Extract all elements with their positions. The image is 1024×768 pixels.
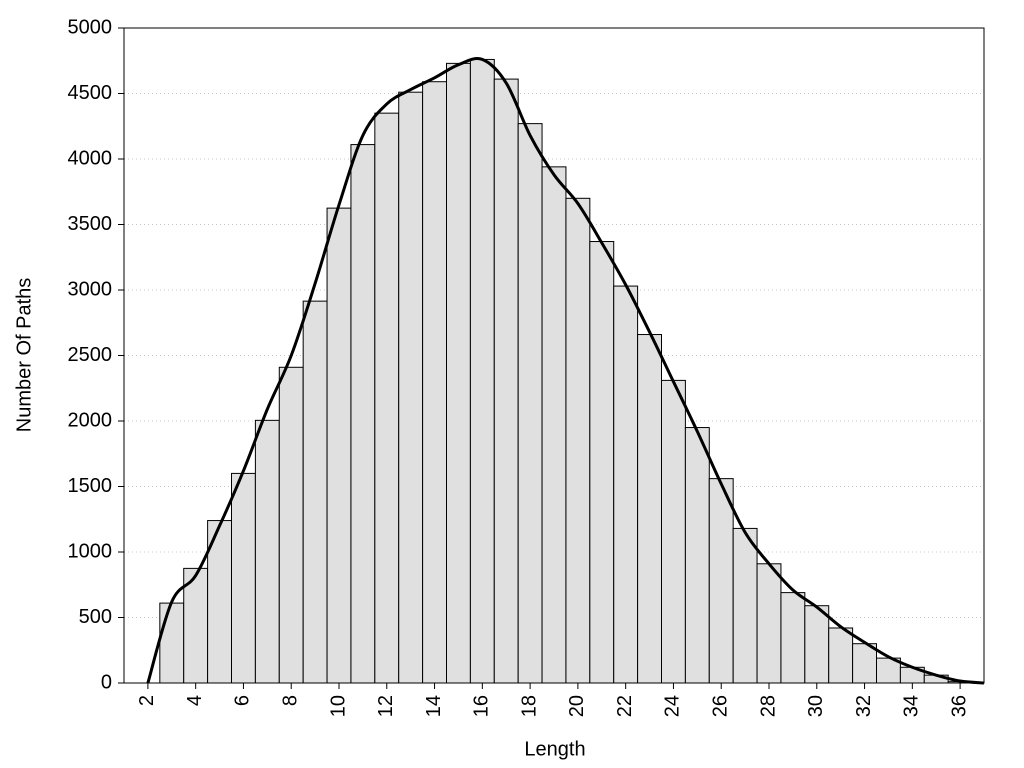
x-tick-label: 30: [805, 695, 827, 717]
bar: [493, 78, 519, 684]
bar: [661, 379, 686, 684]
y-tick-label: 3000: [68, 278, 113, 300]
bar: [804, 605, 830, 684]
x-tick-label: 24: [662, 695, 684, 717]
bar: [350, 144, 376, 684]
bar: [254, 419, 280, 684]
bar: [684, 427, 710, 684]
x-tick-label: 12: [375, 695, 397, 717]
x-tick-label: 2: [136, 695, 158, 706]
bar: [398, 91, 424, 684]
y-tick-label: 5000: [68, 16, 113, 38]
bar: [708, 478, 734, 684]
bar: [637, 334, 662, 684]
bar: [231, 472, 256, 684]
bar: [828, 627, 854, 684]
x-tick-label: 6: [232, 695, 254, 706]
bar: [446, 62, 471, 684]
density-curve: [146, 57, 985, 685]
bar: [541, 166, 567, 684]
bar: [302, 300, 328, 684]
x-tick-label: 10: [327, 695, 349, 717]
x-tick-label: 16: [471, 695, 493, 717]
y-tick-label: 1000: [68, 540, 113, 562]
y-axis-label: Number Of Paths: [13, 278, 35, 433]
y-tick-label: 1500: [68, 475, 113, 497]
bar: [780, 592, 806, 684]
bar: [756, 563, 782, 684]
y-tick-label: 2500: [68, 344, 113, 366]
x-tick-label: 36: [948, 695, 970, 717]
bar: [326, 207, 352, 684]
x-tick-label: 28: [757, 695, 779, 717]
bar: [374, 112, 400, 684]
x-tick-label: 8: [280, 695, 302, 706]
bar: [565, 197, 591, 684]
y-tick-label: 2000: [68, 409, 113, 431]
x-axis-label: Length: [524, 738, 585, 760]
x-tick-label: 18: [518, 695, 540, 717]
bar: [613, 285, 639, 684]
bar: [278, 366, 304, 684]
x-tick-label: 4: [184, 695, 206, 706]
bar: [517, 123, 543, 684]
y-tick-label: 0: [101, 671, 112, 693]
plot-frame: [123, 27, 985, 684]
bar: [159, 602, 185, 684]
bar: [469, 58, 495, 684]
bar: [732, 527, 758, 684]
x-tick-label: 32: [853, 695, 875, 717]
y-tick-label: 4500: [68, 82, 113, 104]
y-tick-label: 4000: [68, 147, 113, 169]
x-tick-label: 34: [901, 695, 923, 717]
x-tick-label: 14: [423, 695, 445, 717]
bar: [852, 643, 877, 684]
bar: [589, 241, 615, 684]
bar: [422, 81, 448, 684]
x-tick-label: 20: [566, 695, 588, 717]
x-tick-label: 26: [710, 695, 732, 717]
x-tick-label: 22: [614, 695, 636, 717]
y-tick-label: 500: [79, 606, 112, 628]
y-tick-label: 3500: [68, 213, 113, 235]
